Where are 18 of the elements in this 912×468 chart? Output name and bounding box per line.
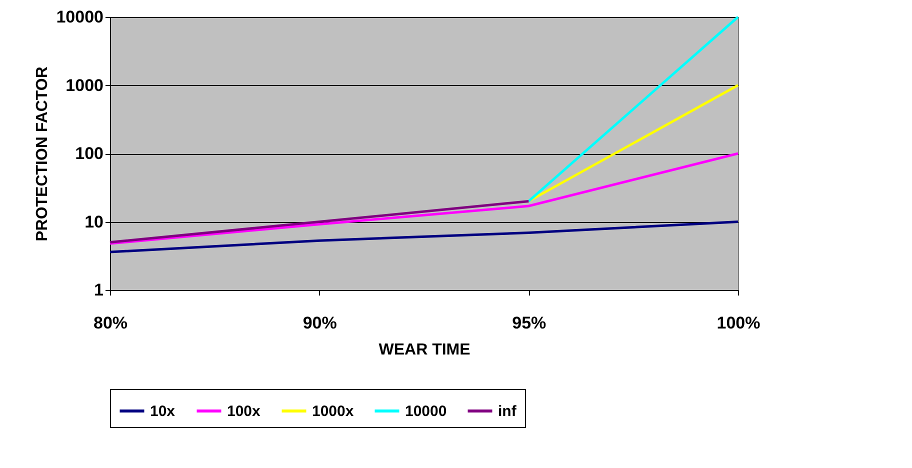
- y-tick-label: 10: [84, 212, 104, 232]
- y-tick-label: 1: [94, 280, 104, 300]
- legend-label: 10x: [150, 403, 176, 420]
- x-tick-label: 80%: [93, 314, 128, 332]
- legend-label: 1000x: [312, 403, 354, 420]
- line-series: [108, 152, 740, 245]
- y-tick-label: 100: [75, 144, 104, 163]
- x-axis-title: WEAR TIME: [378, 342, 471, 358]
- line-series: [108, 220, 740, 254]
- x-tick-label: 90%: [302, 314, 337, 332]
- y-tick-label: 10000: [56, 8, 104, 26]
- x-tick-label: 100%: [716, 314, 760, 332]
- legend-label: 100x: [227, 403, 262, 420]
- legend-label: inf: [498, 403, 518, 420]
- y-axis-title: PROTECTION FACTOR: [34, 66, 52, 242]
- legend-label: 10000: [405, 403, 447, 420]
- x-tick-label: 95%: [512, 314, 546, 332]
- y-tick-label: 1000: [66, 76, 104, 95]
